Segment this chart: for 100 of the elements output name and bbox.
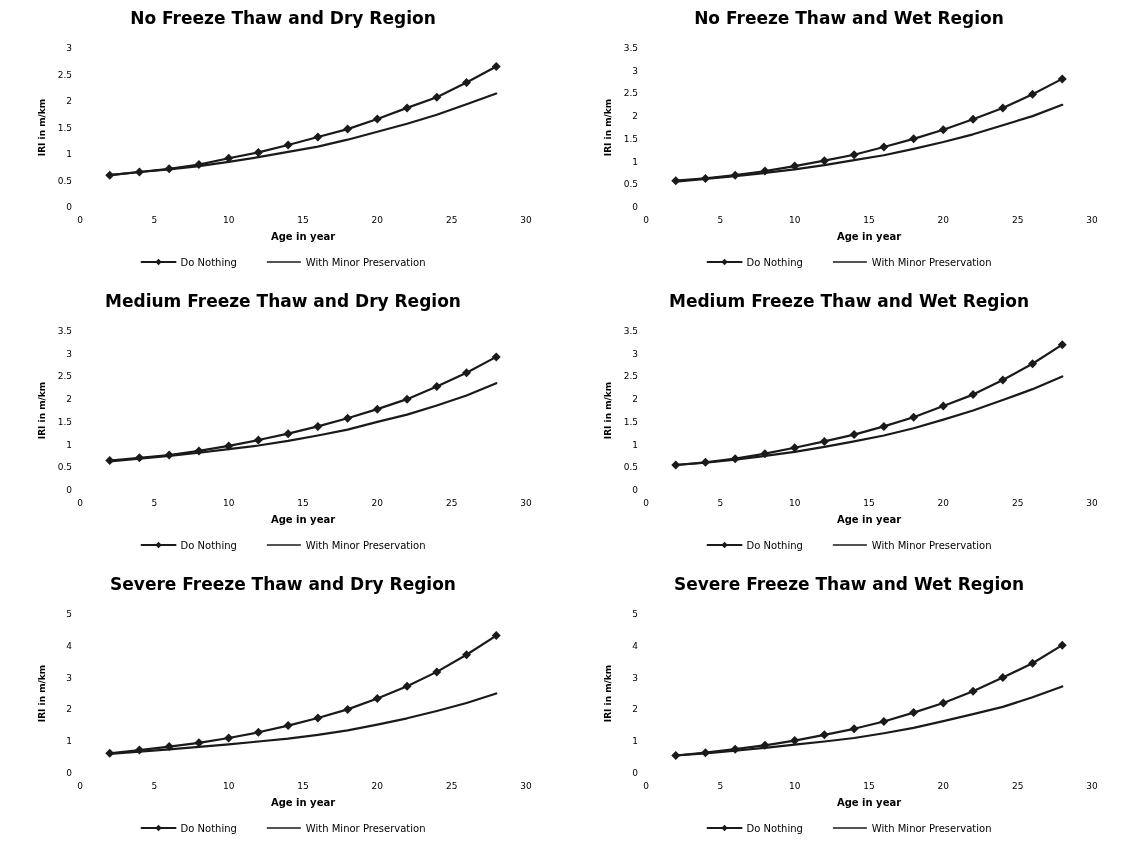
y-tick-label: 2 (66, 704, 72, 715)
y-tick-label: 3.5 (623, 326, 638, 336)
x-tick-label: 30 (1086, 780, 1098, 791)
point (283, 429, 293, 439)
y-tick-label: 2 (66, 394, 72, 405)
y-tick-label: 5 (632, 609, 638, 619)
x-tick-label: 5 (151, 497, 158, 508)
point (730, 454, 740, 464)
point (134, 745, 144, 755)
x-tick-label: 15 (863, 497, 875, 508)
y-tick-label: 2.5 (57, 69, 72, 80)
x-tick-label: 15 (863, 780, 875, 791)
x-axis-title: Age in year (270, 230, 336, 242)
x-tick-label: 10 (222, 780, 235, 791)
x-axis-title: Age in year (270, 513, 336, 525)
x-tick-label: 5 (151, 214, 158, 225)
point (224, 441, 234, 451)
point (938, 125, 948, 135)
point (224, 733, 234, 743)
point (849, 150, 859, 160)
legend-label: With Minor Preservation (871, 822, 992, 834)
y-tick-label: 1.5 (623, 416, 638, 427)
point (879, 142, 889, 152)
point (372, 114, 382, 124)
y-tick-label: 0 (632, 202, 639, 212)
y-tick-label: 2 (632, 394, 638, 405)
point (730, 170, 740, 180)
point (105, 455, 115, 465)
point (700, 457, 710, 467)
legend-label: Do Nothing (180, 822, 237, 834)
x-axis-title: Age in year (836, 230, 902, 242)
y-tick-label: 0.5 (623, 462, 638, 473)
point (283, 721, 293, 731)
point (760, 449, 770, 459)
point (760, 740, 770, 750)
point (730, 744, 740, 754)
y-tick-label: 3 (632, 348, 638, 359)
point (134, 453, 144, 463)
chart-title: Severe Freeze Thaw and Wet Region (673, 573, 1025, 594)
y-tick-label: 0 (66, 202, 73, 212)
point (998, 103, 1008, 113)
y-tick-label: 4 (632, 640, 639, 651)
point (1057, 74, 1067, 84)
y-axis-title: IRI in m/km (602, 98, 613, 157)
x-tick-label: 25 (445, 214, 458, 225)
point (819, 436, 829, 446)
point (372, 404, 382, 414)
point (879, 716, 889, 726)
point (998, 673, 1008, 683)
x-tick-label: 30 (520, 497, 532, 508)
y-tick-label: 0.5 (57, 462, 72, 473)
point (671, 176, 681, 186)
x-tick-label: 25 (445, 780, 458, 791)
y-tick-label: 0.5 (623, 179, 638, 190)
x-tick-label: 20 (937, 214, 950, 225)
point (402, 103, 412, 113)
chart-title: Medium Freeze Thaw and Wet Region (668, 290, 1030, 311)
point (1028, 89, 1038, 99)
point (372, 694, 382, 704)
point (909, 708, 919, 718)
x-tick-label: 10 (222, 497, 235, 508)
x-tick-label: 15 (863, 214, 875, 225)
point (968, 390, 978, 400)
x-tick-label: 30 (1086, 214, 1098, 225)
point (164, 742, 174, 752)
x-tick-label: 25 (1011, 497, 1024, 508)
x-tick-label: 20 (371, 497, 384, 508)
y-tick-label: 1 (66, 736, 72, 747)
y-tick-label: 1 (632, 156, 638, 167)
y-tick-label: 0 (66, 768, 73, 778)
point (432, 381, 442, 391)
legend-label: With Minor Preservation (871, 256, 992, 268)
x-tick-label: 5 (717, 497, 724, 508)
x-axis-title: Age in year (836, 513, 902, 525)
y-tick-label: 0.5 (57, 175, 72, 186)
x-tick-label: 20 (937, 497, 950, 508)
y-tick-label: 2 (66, 96, 72, 106)
y-tick-label: 2 (632, 111, 638, 122)
point (938, 698, 948, 708)
point (671, 751, 681, 761)
point (700, 748, 710, 758)
point (343, 124, 353, 134)
point (909, 412, 919, 422)
y-tick-label: 2.5 (623, 371, 638, 382)
point (194, 446, 204, 456)
y-tick-label: 3 (66, 348, 72, 359)
point (253, 435, 263, 445)
point (819, 730, 829, 740)
x-tick-label: 10 (788, 780, 801, 791)
x-tick-label: 10 (222, 214, 235, 225)
point (134, 167, 144, 177)
point (164, 450, 174, 460)
point (760, 166, 770, 176)
x-tick-label: 15 (297, 214, 309, 225)
point (343, 704, 353, 714)
x-tick-label: 0 (77, 214, 84, 225)
legend-label: With Minor Preservation (305, 256, 426, 268)
point (700, 173, 710, 183)
point (313, 132, 323, 142)
point (671, 460, 681, 470)
